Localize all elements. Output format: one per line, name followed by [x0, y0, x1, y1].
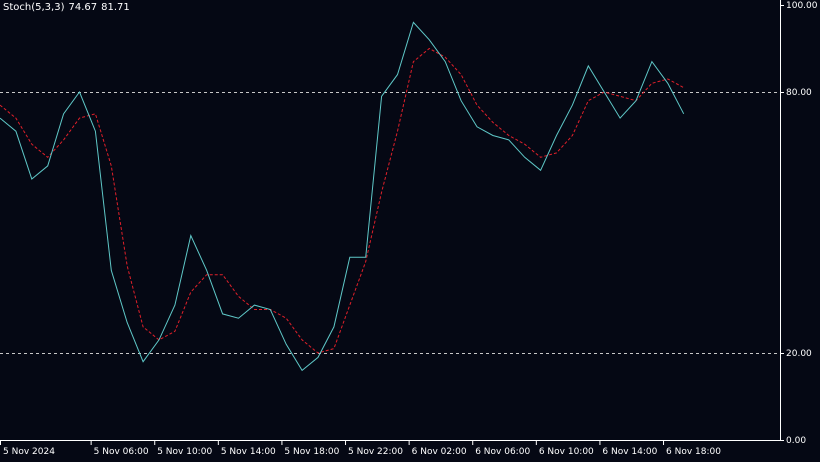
main-line	[0, 21, 685, 372]
x-axis-ticks: 5 Nov 2024 5 Nov 06:00 5 Nov 10:00 5 Nov 14…	[0, 440, 721, 457]
y-tick-label: 20.00	[786, 349, 812, 359]
indicator-signal-value: 81.71	[101, 2, 130, 13]
x-tick-label: 5 Nov 22:00	[348, 447, 403, 457]
x-tick-label: 5 Nov 10:00	[157, 447, 212, 457]
x-tick-label: 5 Nov 06:00	[94, 447, 149, 457]
x-tick-label: 6 Nov 18:00	[666, 447, 721, 457]
signal-series	[0, 47, 684, 354]
y-axis-ticks: 100.00 80.00 20.00 0.00	[780, 1, 818, 446]
y-tick-label: 80.00	[786, 88, 812, 98]
x-tick-label: 5 Nov 18:00	[284, 447, 339, 457]
x-tick-label: 5 Nov 14:00	[221, 447, 276, 457]
x-tick-label: 6 Nov 14:00	[602, 447, 657, 457]
axes	[0, 0, 781, 441]
level-lines	[0, 92, 780, 354]
x-tick-label: 5 Nov 2024	[3, 447, 55, 457]
x-tick-label: 6 Nov 10:00	[539, 447, 594, 457]
indicator-label: Stoch(5,3,3) 74.67 81.71	[3, 2, 134, 13]
main-series	[0, 21, 685, 372]
x-tick-label: 6 Nov 06:00	[475, 447, 530, 457]
y-tick-label: 0.00	[786, 436, 806, 446]
signal-line	[0, 47, 684, 354]
indicator-name: Stoch(5,3,3)	[3, 2, 65, 13]
y-tick-label: 100.00	[786, 1, 818, 11]
indicator-main-value: 74.67	[68, 2, 98, 13]
x-tick-label: 6 Nov 02:00	[412, 447, 467, 457]
